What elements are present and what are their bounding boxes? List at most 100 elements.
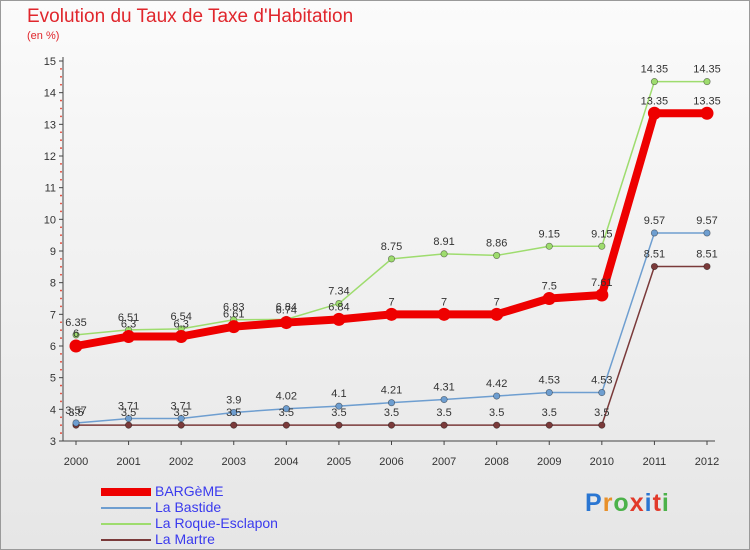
data-point: [545, 388, 553, 397]
data-point: [440, 250, 448, 258]
data-point: [650, 262, 658, 271]
data-point: [335, 402, 343, 410]
y-minor-tick: [60, 258, 62, 260]
y-minor-tick: [60, 139, 62, 142]
data-point: [177, 421, 185, 429]
y-tick-label: 10: [44, 214, 56, 226]
y-minor-tick: [60, 99, 62, 102]
data-point: [598, 388, 606, 397]
x-tick-label: 2008: [484, 456, 508, 468]
data-label: 3.5: [594, 407, 609, 419]
y-minor-tick: [60, 226, 62, 229]
data-point: [282, 421, 290, 429]
y-minor-tick: [60, 297, 62, 300]
y-minor-tick: [60, 329, 62, 332]
data-label: 3.5: [121, 407, 136, 419]
data-label: 4.42: [486, 378, 507, 390]
data-label: 6.3: [121, 319, 136, 331]
data-point: [493, 392, 501, 400]
data-point: [227, 320, 241, 334]
data-label: 9.15: [539, 228, 560, 240]
data-label: 3.5: [384, 407, 399, 419]
data-point: [385, 307, 398, 321]
y-minor-tick: [60, 147, 62, 149]
data-label: 3.71: [170, 401, 191, 413]
chart-title: Evolution du Taux de Taxe d'Habitation: [27, 6, 354, 27]
data-point: [703, 229, 711, 237]
y-minor-tick: [60, 265, 62, 268]
y-minor-tick: [60, 305, 62, 308]
y-minor-tick: [60, 321, 62, 324]
data-label: 9.15: [591, 228, 612, 240]
legend-label-bargeme: BARGèME: [155, 483, 224, 499]
data-label: 8.51: [644, 249, 665, 261]
data-point: [335, 300, 343, 308]
data-point: [598, 421, 606, 429]
y-minor-tick: [60, 234, 62, 237]
y-minor-tick: [60, 273, 62, 276]
data-point: [545, 421, 553, 429]
data-label: 4.1: [331, 388, 346, 400]
data-label: 13.35: [693, 95, 721, 107]
y-tick-label: 15: [44, 56, 56, 68]
data-point: [122, 330, 136, 343]
data-point: [440, 395, 448, 404]
y-minor-tick: [60, 170, 62, 173]
data-label: 6.84: [276, 301, 297, 313]
data-point: [387, 399, 396, 407]
data-point: [542, 292, 556, 305]
data-point: [174, 330, 188, 343]
logo-letter: t: [652, 489, 662, 517]
data-label: 4.53: [539, 375, 560, 387]
data-label: 4.21: [381, 385, 402, 397]
data-label: 6.74: [276, 305, 297, 317]
x-tick-label: 2012: [695, 456, 719, 468]
logo-letter: o: [613, 489, 630, 517]
data-label: 7.61: [591, 277, 612, 289]
y-minor-tick: [60, 416, 62, 419]
data-label: 6.54: [170, 311, 191, 323]
x-tick-label: 2007: [432, 456, 456, 468]
logo-letter: i: [644, 489, 653, 517]
y-tick-label: 6: [50, 341, 56, 353]
y-minor-tick: [60, 75, 62, 78]
data-point: [177, 414, 185, 423]
data-label: 7: [494, 296, 500, 308]
data-point: [387, 255, 396, 263]
data-label: 3.5: [542, 407, 557, 419]
x-tick-label: 2010: [590, 456, 614, 468]
data-label: 13.35: [641, 95, 669, 107]
y-minor-tick: [60, 384, 62, 387]
data-label: 4.31: [433, 382, 454, 394]
y-minor-tick: [60, 289, 62, 292]
data-point: [595, 288, 609, 302]
y-minor-tick: [60, 83, 62, 86]
chart-subtitle: (en %): [27, 30, 60, 42]
y-tick-label: 9: [50, 246, 56, 258]
data-point: [700, 106, 714, 120]
data-point: [125, 421, 133, 429]
data-label: 3.57: [65, 405, 86, 417]
logo-letter: r: [602, 489, 614, 517]
x-tick-label: 2005: [327, 456, 351, 468]
data-label: 8.86: [486, 237, 507, 249]
data-point: [332, 312, 346, 326]
data-label: 3.5: [174, 407, 189, 419]
logo-letter: x: [629, 489, 645, 517]
data-point: [72, 331, 80, 339]
y-minor-tick: [60, 178, 62, 181]
data-point: [69, 339, 83, 353]
legend-swatch-la-martre: [101, 539, 151, 541]
data-label: 8.51: [696, 249, 717, 261]
data-label: 9.57: [644, 215, 665, 227]
proxiti-logo: Proxiti: [585, 489, 670, 518]
data-label: 4.53: [591, 375, 612, 387]
data-label: 6: [73, 328, 79, 340]
data-label: 7: [388, 296, 394, 308]
data-label: 6.83: [223, 302, 244, 314]
logo-letter: i: [661, 489, 670, 517]
y-tick-label: 3: [50, 436, 56, 448]
y-tick-label: 7: [50, 309, 56, 321]
